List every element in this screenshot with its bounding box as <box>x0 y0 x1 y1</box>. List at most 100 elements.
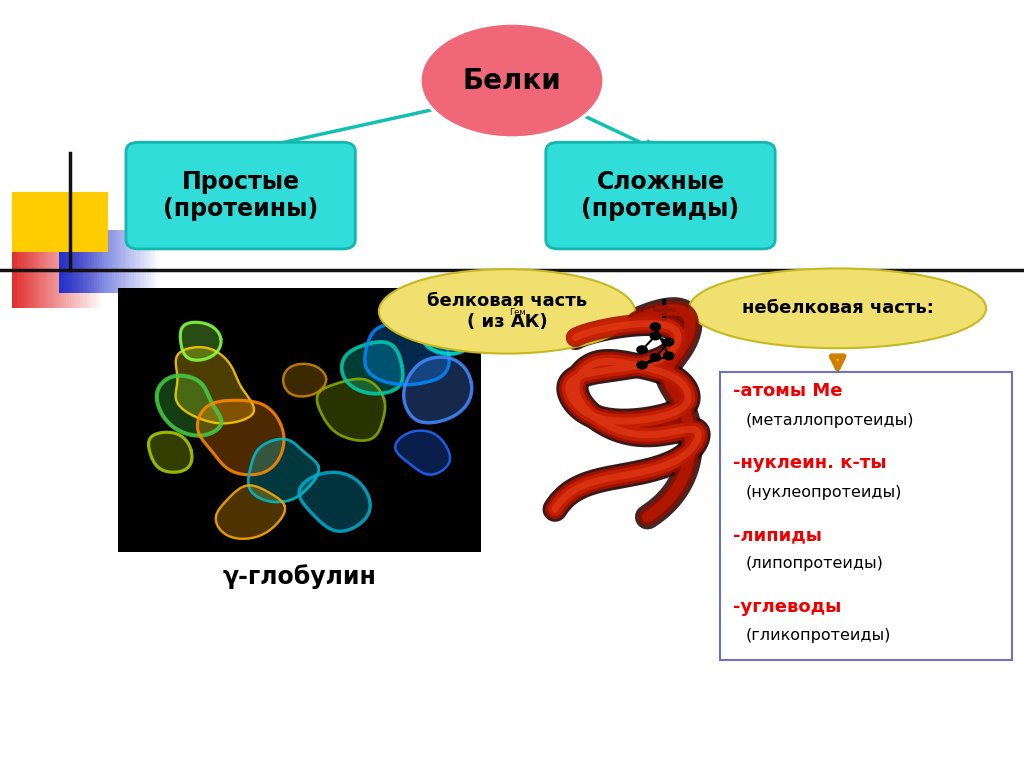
FancyBboxPatch shape <box>117 230 119 293</box>
Circle shape <box>637 361 647 369</box>
Text: -атомы Ме: -атомы Ме <box>733 383 843 400</box>
FancyBboxPatch shape <box>14 245 16 308</box>
FancyBboxPatch shape <box>12 245 14 308</box>
FancyBboxPatch shape <box>118 288 481 552</box>
FancyBboxPatch shape <box>136 230 139 293</box>
FancyBboxPatch shape <box>154 230 157 293</box>
Text: Простые
(протеины): Простые (протеины) <box>163 170 318 222</box>
FancyBboxPatch shape <box>92 230 94 293</box>
FancyBboxPatch shape <box>28 245 31 308</box>
Text: Сложные
(протеиды): Сложные (протеиды) <box>582 170 739 222</box>
FancyBboxPatch shape <box>48 245 50 308</box>
Polygon shape <box>248 439 318 502</box>
Polygon shape <box>198 400 284 475</box>
Circle shape <box>650 332 660 340</box>
FancyBboxPatch shape <box>57 245 59 308</box>
Text: +: + <box>648 295 679 328</box>
FancyBboxPatch shape <box>146 230 148 293</box>
FancyBboxPatch shape <box>87 230 89 293</box>
FancyBboxPatch shape <box>75 230 77 293</box>
FancyBboxPatch shape <box>76 245 78 308</box>
FancyBboxPatch shape <box>12 192 108 252</box>
FancyBboxPatch shape <box>42 245 44 308</box>
FancyBboxPatch shape <box>84 230 87 293</box>
Text: (гликопротеиды): (гликопротеиды) <box>745 628 891 644</box>
Polygon shape <box>365 322 450 385</box>
Text: (липопротеиды): (липопротеиды) <box>745 557 884 571</box>
Polygon shape <box>317 379 385 440</box>
FancyBboxPatch shape <box>33 245 35 308</box>
FancyBboxPatch shape <box>110 230 112 293</box>
Polygon shape <box>342 342 402 393</box>
Text: небелковая часть:: небелковая часть: <box>741 299 934 318</box>
FancyBboxPatch shape <box>59 230 61 293</box>
Polygon shape <box>422 314 472 354</box>
FancyBboxPatch shape <box>89 245 91 308</box>
FancyBboxPatch shape <box>70 230 72 293</box>
FancyBboxPatch shape <box>87 245 89 308</box>
FancyBboxPatch shape <box>114 230 117 293</box>
FancyBboxPatch shape <box>65 230 67 293</box>
Text: γ-глобулин: γ-глобулин <box>223 565 377 589</box>
FancyBboxPatch shape <box>19 245 22 308</box>
Ellipse shape <box>379 269 635 354</box>
Circle shape <box>650 323 660 331</box>
FancyBboxPatch shape <box>126 143 355 249</box>
FancyBboxPatch shape <box>131 230 134 293</box>
Text: -липиды: -липиды <box>733 526 822 545</box>
FancyBboxPatch shape <box>26 245 28 308</box>
FancyBboxPatch shape <box>69 245 71 308</box>
FancyBboxPatch shape <box>126 230 129 293</box>
Polygon shape <box>180 322 221 360</box>
FancyBboxPatch shape <box>124 230 126 293</box>
Polygon shape <box>216 486 285 539</box>
FancyBboxPatch shape <box>104 230 106 293</box>
FancyBboxPatch shape <box>31 245 33 308</box>
FancyBboxPatch shape <box>78 245 80 308</box>
FancyBboxPatch shape <box>67 245 69 308</box>
FancyBboxPatch shape <box>720 372 1012 660</box>
FancyBboxPatch shape <box>143 230 146 293</box>
FancyBboxPatch shape <box>73 245 76 308</box>
Text: Белки: Белки <box>463 67 561 94</box>
FancyBboxPatch shape <box>44 245 46 308</box>
FancyBboxPatch shape <box>96 230 99 293</box>
FancyBboxPatch shape <box>71 245 73 308</box>
FancyBboxPatch shape <box>98 245 100 308</box>
FancyBboxPatch shape <box>61 245 65 308</box>
FancyBboxPatch shape <box>67 230 70 293</box>
FancyBboxPatch shape <box>106 230 109 293</box>
FancyBboxPatch shape <box>119 230 122 293</box>
FancyBboxPatch shape <box>112 230 114 293</box>
FancyBboxPatch shape <box>53 245 55 308</box>
FancyBboxPatch shape <box>148 230 152 293</box>
Polygon shape <box>157 376 221 436</box>
FancyBboxPatch shape <box>95 245 98 308</box>
Circle shape <box>650 354 660 361</box>
FancyBboxPatch shape <box>89 230 92 293</box>
FancyBboxPatch shape <box>152 230 154 293</box>
Text: Гем: Гем <box>509 308 525 318</box>
Polygon shape <box>175 347 254 423</box>
FancyBboxPatch shape <box>12 192 108 252</box>
FancyBboxPatch shape <box>16 245 19 308</box>
Text: -нуклеин. к-ты: -нуклеин. к-ты <box>733 454 887 472</box>
FancyBboxPatch shape <box>22 245 24 308</box>
Text: белковая часть
( из АК): белковая часть ( из АК) <box>427 292 587 331</box>
FancyBboxPatch shape <box>80 245 82 308</box>
FancyBboxPatch shape <box>134 230 136 293</box>
FancyBboxPatch shape <box>101 230 104 293</box>
FancyBboxPatch shape <box>122 230 124 293</box>
FancyBboxPatch shape <box>79 230 82 293</box>
FancyBboxPatch shape <box>141 230 143 293</box>
Polygon shape <box>299 472 371 532</box>
FancyBboxPatch shape <box>93 245 95 308</box>
FancyBboxPatch shape <box>61 230 65 293</box>
FancyBboxPatch shape <box>59 245 61 308</box>
Circle shape <box>664 352 674 360</box>
FancyBboxPatch shape <box>504 301 703 546</box>
FancyBboxPatch shape <box>77 230 79 293</box>
Polygon shape <box>395 430 451 475</box>
FancyBboxPatch shape <box>65 245 67 308</box>
Text: -углеводы: -углеводы <box>733 598 842 616</box>
